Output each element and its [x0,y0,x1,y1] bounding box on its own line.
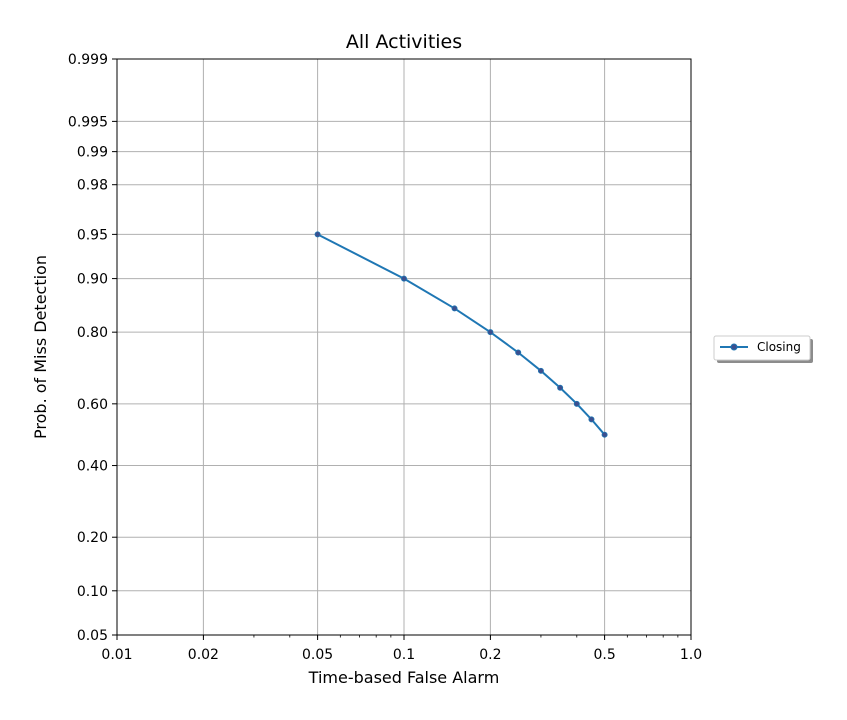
x-tick-label: 0.02 [188,647,219,663]
x-tick-label: 0.2 [479,647,501,663]
data-point [601,431,608,438]
legend: Closing [713,335,813,363]
y-tick-label: 0.98 [77,178,108,194]
y-axis-title: Prob. of Miss Detection [31,255,50,439]
data-point [573,400,580,407]
y-tick-label: 0.80 [77,325,108,341]
x-tick-label: 0.5 [593,647,615,663]
y-tick-label: 0.95 [77,227,108,243]
y-tick-label: 0.60 [77,397,108,413]
grid [117,59,691,635]
y-tick-label: 0.999 [68,52,108,68]
x-tick-label: 1.0 [680,647,702,663]
chart-title: All Activities [346,31,462,53]
legend-label-closing: Closing [757,340,801,354]
y-tick-label: 0.90 [77,272,108,288]
data-point [557,384,564,391]
y-tick-label: 0.995 [68,114,108,130]
data-point [451,305,458,312]
data-point [537,367,544,374]
y-tick-label: 0.10 [77,584,108,600]
y-tick-label: 0.05 [77,628,108,644]
y-tick-label: 0.40 [77,459,108,475]
x-tick-label: 0.05 [302,647,333,663]
axis-ticks: 0.01 0.02 0.05 0.1 0.2 0.5 1.0 0.05 0.10 0.20 0.40… [68,52,702,663]
series-layer [314,231,608,438]
x-tick-label: 0.01 [101,647,132,663]
data-point [515,349,522,356]
legend-marker-closing [730,343,738,351]
x-axis-title: Time-based False Alarm [308,668,500,687]
x-tick-label: 0.1 [393,647,415,663]
y-tick-label: 0.20 [77,530,108,546]
data-point [400,275,407,282]
legend-box [713,335,811,361]
y-tick-label: 0.99 [77,145,108,161]
data-point [314,231,321,238]
data-point [487,329,494,336]
series-line-closing [317,233,606,436]
data-point [588,416,595,423]
